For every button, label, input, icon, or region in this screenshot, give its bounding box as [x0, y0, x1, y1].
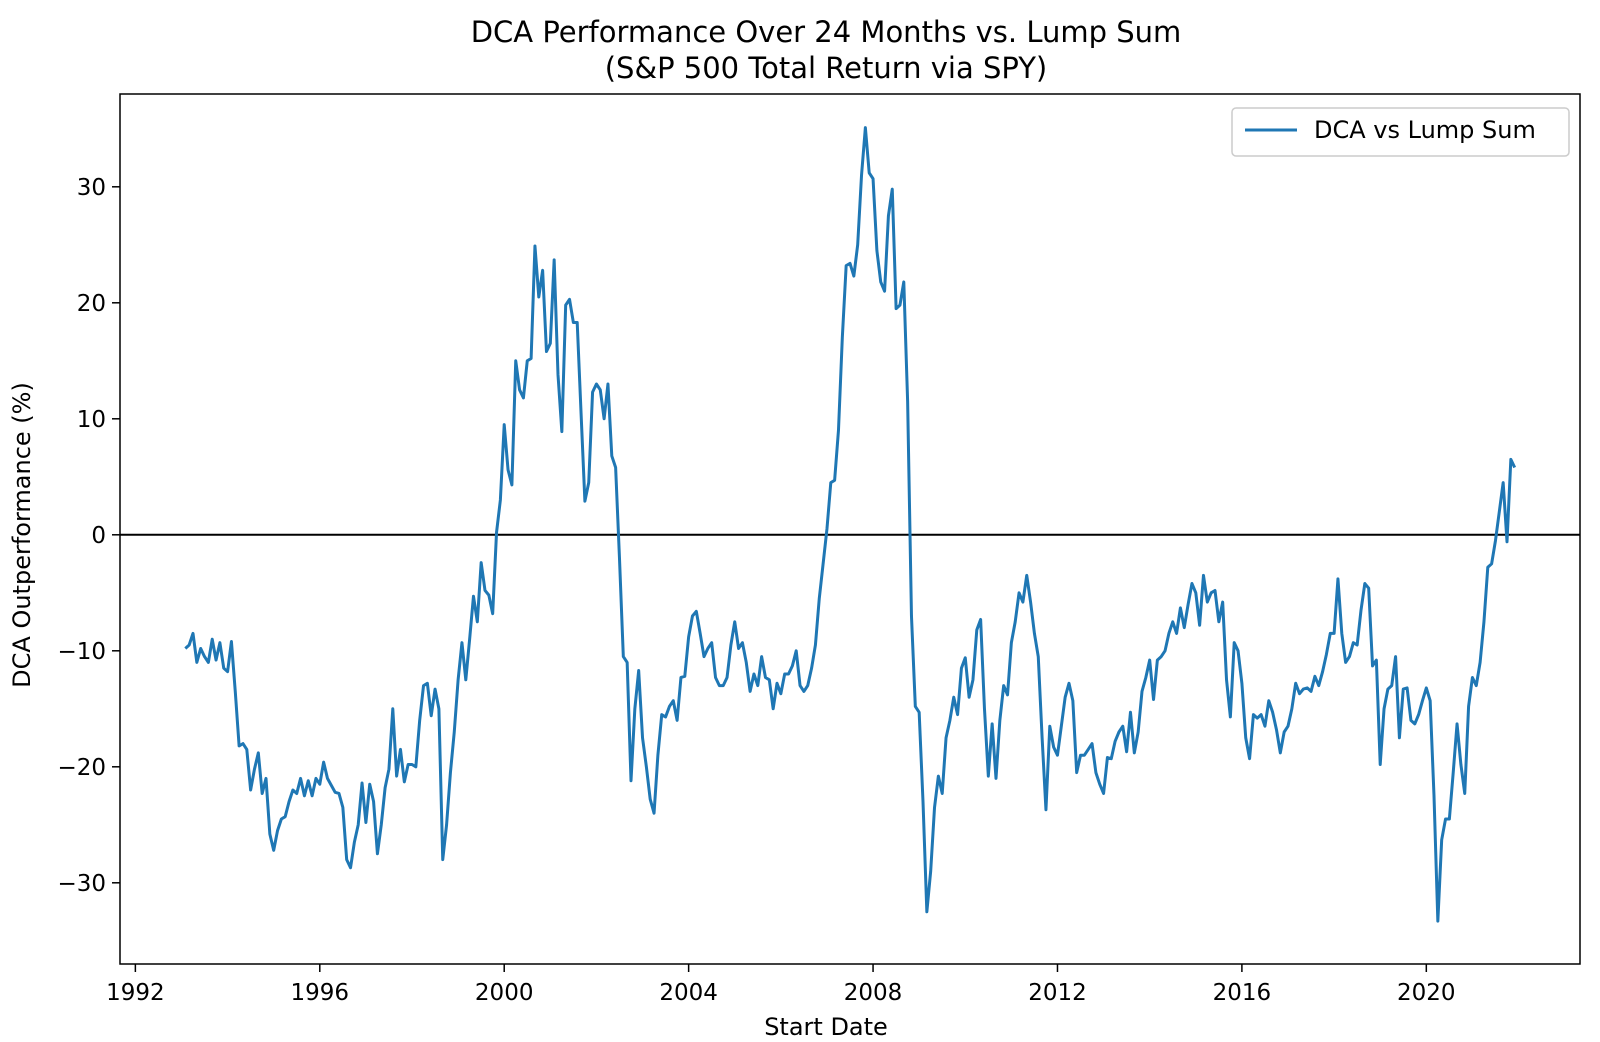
- legend-entry-dca-vs-lump-sum: DCA vs Lump Sum: [1314, 116, 1536, 144]
- chart-subtitle: (S&P 500 Total Return via SPY): [605, 51, 1048, 85]
- y-tick-label: 20: [77, 291, 106, 317]
- x-tick-label: 1996: [291, 980, 350, 1006]
- plot-area: [119, 93, 1581, 965]
- y-tick-label: 30: [77, 175, 106, 201]
- y-axis-label: DCA Outperformance (%): [8, 382, 36, 688]
- chart-title: DCA Performance Over 24 Months vs. Lump …: [471, 15, 1182, 49]
- x-tick-label: 2012: [1028, 980, 1087, 1006]
- x-axis: 1992 1996 2000 2004 2008 2012 2016 2020: [106, 964, 1456, 1006]
- y-tick-label: 0: [91, 523, 106, 549]
- x-tick-label: 2020: [1397, 980, 1456, 1006]
- y-axis: −30 −20 −10 0 10 20 30: [57, 175, 120, 897]
- x-tick-label: 2008: [844, 980, 903, 1006]
- y-tick-label: −10: [57, 639, 106, 665]
- y-tick-label: 10: [77, 407, 106, 433]
- x-tick-label: 2004: [659, 980, 718, 1006]
- x-tick-label: 1992: [106, 980, 165, 1006]
- x-axis-label: Start Date: [764, 1013, 888, 1041]
- series-line-dca-vs-lump-sum: [184, 126, 1517, 923]
- legend-box: [1231, 107, 1570, 157]
- plot-frame: [119, 93, 1581, 965]
- x-tick-label: 2000: [475, 980, 534, 1006]
- y-tick-label: −20: [57, 755, 106, 781]
- y-tick-label: −30: [57, 871, 106, 897]
- x-tick-label: 2016: [1213, 980, 1272, 1006]
- legend: DCA vs Lump Sum: [1231, 107, 1570, 157]
